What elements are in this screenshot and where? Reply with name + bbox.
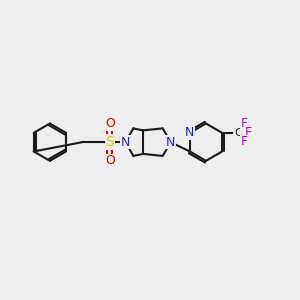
Text: F: F [241, 118, 248, 130]
Text: O: O [105, 117, 115, 130]
Text: F: F [245, 126, 252, 139]
Text: F: F [241, 135, 248, 148]
Text: N: N [121, 136, 130, 148]
Text: S: S [105, 135, 114, 149]
Text: N: N [185, 126, 194, 139]
Text: O: O [105, 154, 115, 167]
Text: C: C [234, 128, 242, 138]
Text: N: N [166, 136, 175, 148]
